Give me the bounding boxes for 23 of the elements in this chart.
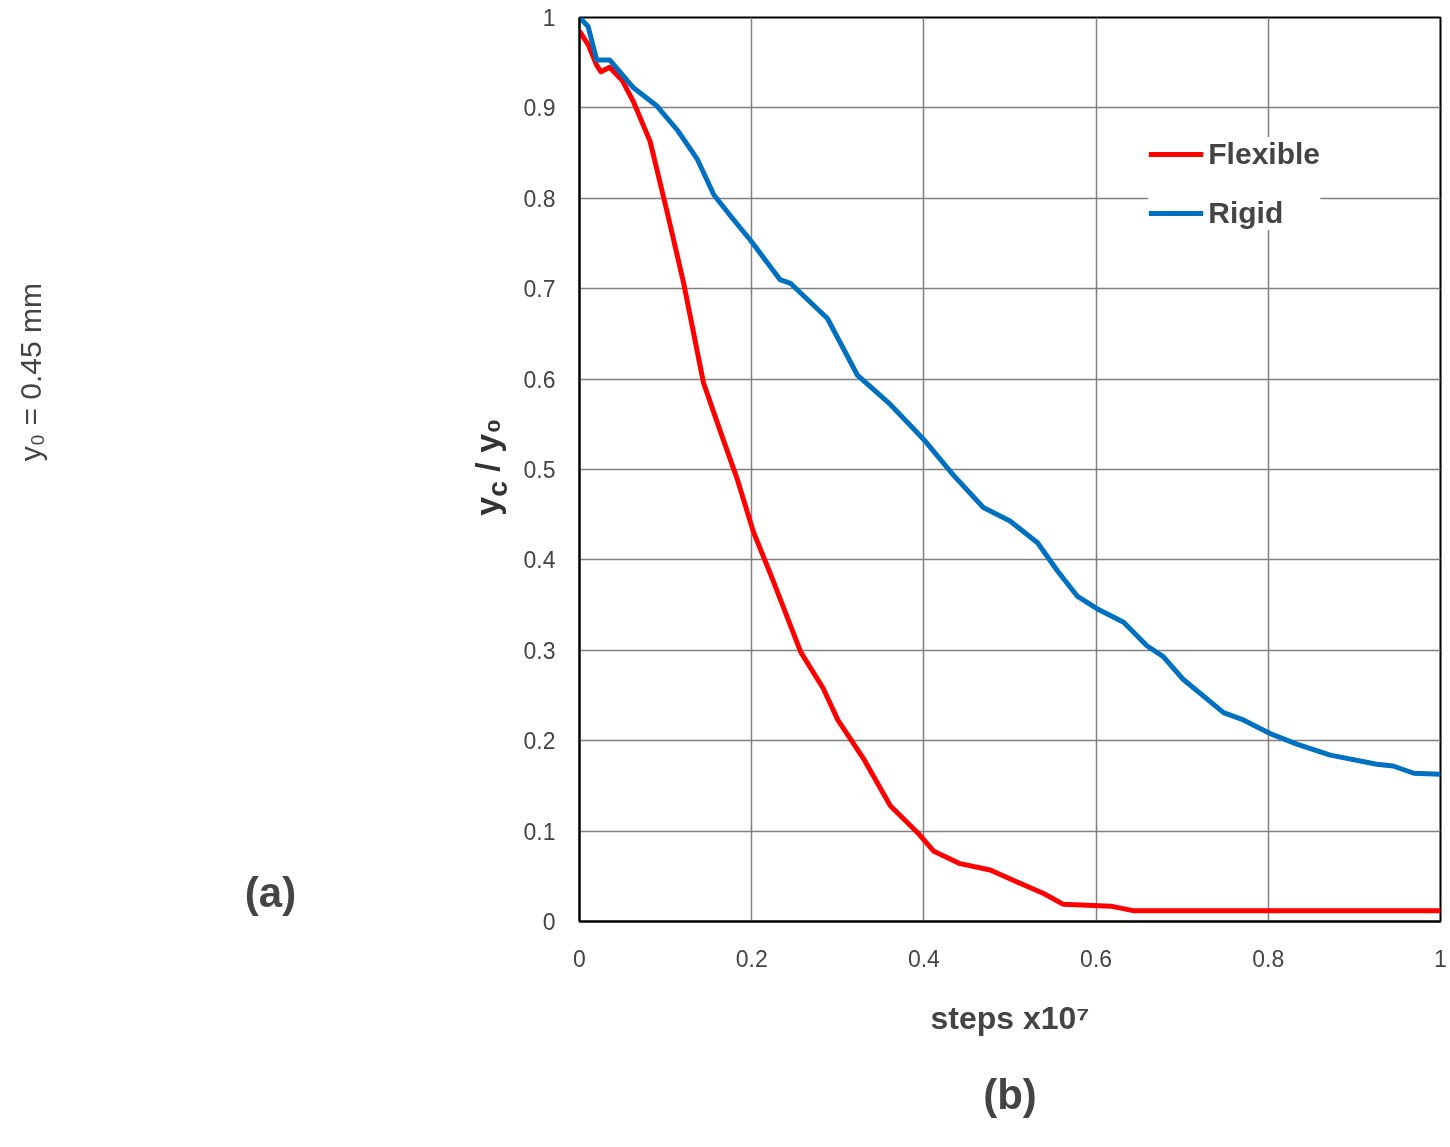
text: y₀ = 0.45 mm: [14, 282, 47, 462]
y-tick-label: 0.5: [523, 457, 556, 483]
y-tick-label: 0.3: [523, 637, 556, 664]
y-tick-label: 0.7: [523, 276, 556, 303]
x-tick-label: 1: [1434, 945, 1447, 972]
text: (b): [983, 1070, 1037, 1118]
x-tick-label: 0.6: [1080, 945, 1113, 972]
y-tick-label: 0.1: [523, 818, 556, 845]
legend-label: Rigid: [1208, 196, 1284, 230]
x-tick-label: 0.4: [907, 945, 941, 972]
x-tick-label: 0: [573, 945, 586, 972]
y-tick-label: 0: [542, 909, 556, 935]
x-axis-title: steps x10⁷: [930, 999, 1090, 1036]
x-tick-label: 0.8: [1252, 945, 1285, 972]
y-tick-label: 0.6: [523, 366, 556, 393]
y-tick-label: 0.2: [523, 728, 556, 755]
legend-label: Flexible: [1208, 137, 1320, 171]
y-tick-label: 0.9: [523, 95, 556, 122]
y-tick-label: 0.8: [523, 185, 556, 212]
y-tick-label: 1: [542, 5, 556, 31]
y-tick-label: 0.4: [523, 547, 556, 574]
text: (a): [244, 868, 297, 916]
x-tick-label: 0.2: [735, 945, 768, 972]
